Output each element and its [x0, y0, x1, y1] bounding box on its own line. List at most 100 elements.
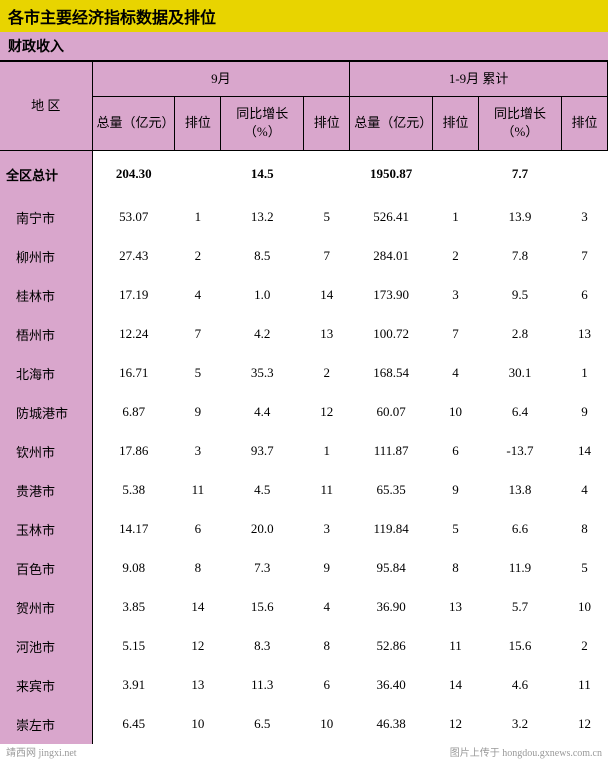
cell-c-total: 168.54	[350, 354, 433, 393]
cell-m-total: 17.86	[92, 432, 175, 471]
cell-c-total: 95.84	[350, 549, 433, 588]
cell-c-rank: 9	[433, 471, 479, 510]
cell-m-rank: 8	[175, 549, 221, 588]
cell-c-total: 111.87	[350, 432, 433, 471]
total-row: 全区总计 204.30 14.5 1950.87 7.7	[0, 150, 608, 198]
cell-m-total: 53.07	[92, 198, 175, 237]
cell-c-growth: -13.7	[479, 432, 562, 471]
cell-c-growth: 11.9	[479, 549, 562, 588]
cell-m-grank: 12	[304, 393, 350, 432]
cell-m-growth: 13.2	[221, 198, 304, 237]
cell-m-grank: 13	[304, 315, 350, 354]
cell-c-growth: 15.6	[479, 627, 562, 666]
watermark-left: 靖西网 jingxi.net	[0, 744, 83, 759]
cell-c-total: 526.41	[350, 198, 433, 237]
cell-c-total: 65.35	[350, 471, 433, 510]
cell-c-rank: 6	[433, 432, 479, 471]
cell-m-grank: 8	[304, 627, 350, 666]
cell-c-grank: 14	[561, 432, 607, 471]
cell-m-growth: 4.2	[221, 315, 304, 354]
cell-m-rank: 9	[175, 393, 221, 432]
cell-region: 北海市	[0, 354, 92, 393]
cell-c-rank: 10	[433, 393, 479, 432]
data-table: 地 区 9月 1-9月 累计 总量（亿元） 排位 同比增长（%） 排位 总量（亿…	[0, 61, 608, 744]
cell-c-rank: 14	[433, 666, 479, 705]
cell-m-growth: 1.0	[221, 276, 304, 315]
cell-c-rank: 4	[433, 354, 479, 393]
cell-m-grank: 4	[304, 588, 350, 627]
cell-region: 南宁市	[0, 198, 92, 237]
table-row: 贵港市5.38114.51165.35913.84	[0, 471, 608, 510]
cell-m-grank: 11	[304, 471, 350, 510]
cell-c-grank: 2	[561, 627, 607, 666]
cell-m-grank: 7	[304, 237, 350, 276]
cell-c-growth: 6.4	[479, 393, 562, 432]
cell-region: 桂林市	[0, 276, 92, 315]
header-region: 地 区	[0, 62, 92, 151]
table-row: 百色市9.0887.3995.84811.95	[0, 549, 608, 588]
cell-m-growth: 15.6	[221, 588, 304, 627]
cell-c-total: 119.84	[350, 510, 433, 549]
cell-c-growth: 3.2	[479, 705, 562, 744]
cell-m-total: 5.15	[92, 627, 175, 666]
cell-m-grank: 9	[304, 549, 350, 588]
cell-m-rank: 1	[175, 198, 221, 237]
cell-c-total: 100.72	[350, 315, 433, 354]
cell-m-total: 17.19	[92, 276, 175, 315]
cell-m-total: 5.38	[92, 471, 175, 510]
total-m-growth: 14.5	[221, 150, 304, 198]
cell-m-total: 6.87	[92, 393, 175, 432]
cell-c-grank: 1	[561, 354, 607, 393]
cell-c-grank: 10	[561, 588, 607, 627]
cell-m-grank: 5	[304, 198, 350, 237]
cell-m-rank: 12	[175, 627, 221, 666]
cell-c-growth: 13.9	[479, 198, 562, 237]
page-title: 各市主要经济指标数据及排位	[0, 0, 608, 32]
header-m-total: 总量（亿元）	[92, 97, 175, 150]
header-cumulative-group: 1-9月 累计	[350, 62, 608, 97]
cell-c-rank: 2	[433, 237, 479, 276]
table-row: 玉林市14.17620.03119.8456.68	[0, 510, 608, 549]
cell-c-growth: 4.6	[479, 666, 562, 705]
table-row: 柳州市27.4328.57284.0127.87	[0, 237, 608, 276]
cell-m-growth: 8.5	[221, 237, 304, 276]
table-head: 地 区 9月 1-9月 累计 总量（亿元） 排位 同比增长（%） 排位 总量（亿…	[0, 62, 608, 151]
cell-c-rank: 7	[433, 315, 479, 354]
total-m-rank	[175, 150, 221, 198]
cell-m-growth: 11.3	[221, 666, 304, 705]
cell-m-growth: 93.7	[221, 432, 304, 471]
cell-m-total: 16.71	[92, 354, 175, 393]
cell-c-grank: 12	[561, 705, 607, 744]
total-m-total: 204.30	[92, 150, 175, 198]
cell-region: 崇左市	[0, 705, 92, 744]
cell-m-grank: 14	[304, 276, 350, 315]
cell-c-grank: 6	[561, 276, 607, 315]
cell-c-grank: 5	[561, 549, 607, 588]
cell-m-rank: 10	[175, 705, 221, 744]
cell-c-growth: 6.6	[479, 510, 562, 549]
cell-region: 贵港市	[0, 471, 92, 510]
cell-c-total: 284.01	[350, 237, 433, 276]
cell-m-rank: 2	[175, 237, 221, 276]
total-c-grank	[561, 150, 607, 198]
cell-c-total: 36.90	[350, 588, 433, 627]
table-row: 梧州市12.2474.213100.7272.813	[0, 315, 608, 354]
cell-m-grank: 1	[304, 432, 350, 471]
cell-m-total: 12.24	[92, 315, 175, 354]
total-region: 全区总计	[0, 150, 92, 198]
table-row: 河池市5.15128.3852.861115.62	[0, 627, 608, 666]
cell-region: 贺州市	[0, 588, 92, 627]
table-row: 南宁市53.07113.25526.41113.93	[0, 198, 608, 237]
header-m-rank: 排位	[175, 97, 221, 150]
cell-m-total: 3.85	[92, 588, 175, 627]
cell-c-total: 173.90	[350, 276, 433, 315]
cell-region: 钦州市	[0, 432, 92, 471]
cell-region: 柳州市	[0, 237, 92, 276]
table-row: 贺州市3.851415.6436.90135.710	[0, 588, 608, 627]
page-subtitle: 财政收入	[0, 32, 608, 61]
table-row: 防城港市6.8794.41260.07106.49	[0, 393, 608, 432]
cell-c-growth: 5.7	[479, 588, 562, 627]
header-m-grank: 排位	[304, 97, 350, 150]
cell-region: 梧州市	[0, 315, 92, 354]
cell-m-grank: 10	[304, 705, 350, 744]
